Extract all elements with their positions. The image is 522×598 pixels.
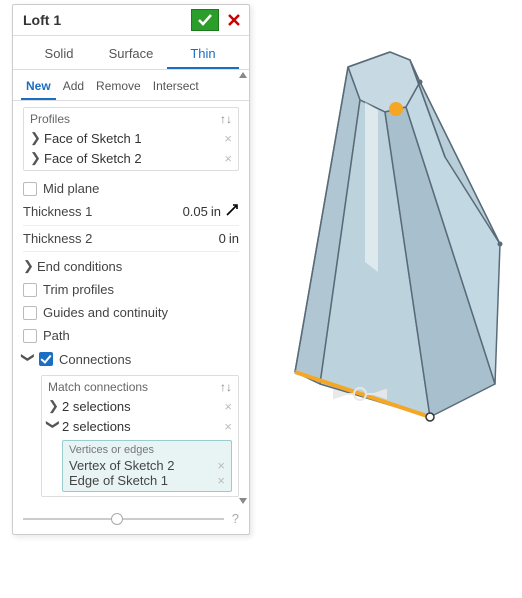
remove-item-icon[interactable]: ×	[217, 473, 225, 488]
tab-remove[interactable]: Remove	[91, 74, 146, 100]
thickness2-row: Thickness 2 0 in	[23, 228, 239, 249]
guides-row[interactable]: Guides and continuity	[23, 301, 239, 324]
thickness2-input[interactable]: 0	[166, 231, 226, 246]
cancel-button[interactable]	[223, 9, 245, 31]
profile-label: Face of Sketch 1	[44, 131, 224, 146]
check-icon	[198, 14, 212, 26]
thickness2-unit: in	[229, 231, 239, 246]
selection-group-label: 2 selections	[62, 399, 224, 414]
path-checkbox[interactable]	[23, 329, 37, 343]
tab-add[interactable]: Add	[58, 74, 89, 100]
chevron-down-icon: ❯	[45, 419, 61, 433]
profile-item[interactable]: ❯ Face of Sketch 2 ×	[30, 148, 232, 168]
selection-group[interactable]: ❯ 2 selections ×	[48, 396, 232, 416]
mid-plane-checkbox[interactable]	[23, 182, 37, 196]
path-label: Path	[43, 328, 70, 343]
chevron-down-icon: ❯	[20, 352, 36, 366]
vertices-edges-box: Vertices or edges Vertex of Sketch 2 × E…	[62, 440, 232, 492]
tab-surface[interactable]: Surface	[95, 40, 167, 69]
reorder-icon[interactable]: ↑↓	[220, 380, 232, 394]
dialog-title: Loft 1	[23, 12, 191, 28]
operation-tabs: New Add Remove Intersect	[13, 70, 249, 101]
opacity-slider[interactable]	[23, 518, 224, 520]
thickness1-row: Thickness 1 0.05 in	[23, 200, 239, 223]
remove-group-icon[interactable]: ×	[224, 399, 232, 414]
model-viewport[interactable]	[270, 12, 522, 588]
connections-label: Connections	[59, 352, 131, 367]
match-connections-label: Match connections	[48, 380, 220, 394]
end-conditions-label: End conditions	[37, 259, 122, 274]
highlighted-vertex	[389, 102, 403, 116]
trim-profiles-checkbox[interactable]	[23, 283, 37, 297]
remove-group-icon[interactable]: ×	[224, 419, 232, 434]
selection-group[interactable]: ❯ 2 selections ×	[48, 416, 232, 436]
thickness1-unit: in	[211, 204, 221, 219]
selection-item-label: Edge of Sketch 1	[69, 473, 217, 488]
selection-item[interactable]: Vertex of Sketch 2 ×	[69, 458, 225, 473]
edge-endpoint	[426, 413, 434, 421]
slider-knob[interactable]	[111, 513, 123, 525]
tab-solid[interactable]: Solid	[23, 40, 95, 69]
connections-checkbox[interactable]	[39, 352, 53, 366]
mid-plane-label: Mid plane	[43, 181, 99, 196]
profiles-box: Profiles ↑↓ ❯ Face of Sketch 1 × ❯ Face …	[23, 107, 239, 171]
profiles-label: Profiles	[30, 112, 220, 126]
scroll-down-icon[interactable]	[239, 498, 247, 504]
profile-item[interactable]: ❯ Face of Sketch 1 ×	[30, 128, 232, 148]
trim-profiles-row[interactable]: Trim profiles	[23, 278, 239, 301]
thickness1-input[interactable]: 0.05	[148, 204, 208, 219]
loft-dialog: Loft 1 Solid Surface Thin New Add Remove…	[12, 4, 250, 535]
vertices-edges-label: Vertices or edges	[69, 444, 225, 456]
accept-button[interactable]	[191, 9, 219, 31]
chevron-right-icon: ❯	[30, 130, 44, 146]
trim-profiles-label: Trim profiles	[43, 282, 114, 297]
close-icon	[227, 13, 241, 27]
chevron-right-icon: ❯	[48, 398, 62, 414]
reorder-icon[interactable]: ↑↓	[220, 112, 232, 126]
dialog-body: New Add Remove Intersect Profiles ↑↓ ❯ F…	[13, 70, 249, 534]
path-row[interactable]: Path	[23, 324, 239, 347]
remove-profile-icon[interactable]: ×	[224, 151, 232, 166]
end-conditions-row[interactable]: ❯ End conditions	[23, 254, 239, 278]
remove-profile-icon[interactable]: ×	[224, 131, 232, 146]
chevron-right-icon: ❯	[23, 258, 37, 274]
guides-label: Guides and continuity	[43, 305, 168, 320]
tab-new[interactable]: New	[21, 74, 56, 100]
guides-checkbox[interactable]	[23, 306, 37, 320]
footer: ?	[13, 503, 249, 534]
scroll-up-icon[interactable]	[239, 72, 247, 78]
tab-intersect[interactable]: Intersect	[148, 74, 204, 100]
selection-item[interactable]: Edge of Sketch 1 ×	[69, 473, 225, 488]
mid-plane-row[interactable]: Mid plane	[23, 177, 239, 200]
selection-item-label: Vertex of Sketch 2	[69, 458, 217, 473]
connections-row[interactable]: ❯ Connections	[23, 347, 239, 371]
thickness2-label: Thickness 2	[23, 231, 166, 246]
measure-icon[interactable]	[225, 203, 239, 220]
scrollbar[interactable]	[239, 72, 247, 504]
remove-item-icon[interactable]: ×	[217, 458, 225, 473]
tab-thin[interactable]: Thin	[167, 40, 239, 69]
section-body: Profiles ↑↓ ❯ Face of Sketch 1 × ❯ Face …	[13, 101, 249, 503]
type-tabs: Solid Surface Thin	[13, 36, 249, 70]
selection-group-label: 2 selections	[62, 419, 224, 434]
chevron-right-icon: ❯	[30, 150, 44, 166]
profile-label: Face of Sketch 2	[44, 151, 224, 166]
titlebar: Loft 1	[13, 5, 249, 36]
match-connections-box: Match connections ↑↓ ❯ 2 selections × ❯ …	[41, 375, 239, 497]
thickness1-label: Thickness 1	[23, 204, 148, 219]
help-icon[interactable]: ?	[232, 511, 239, 526]
